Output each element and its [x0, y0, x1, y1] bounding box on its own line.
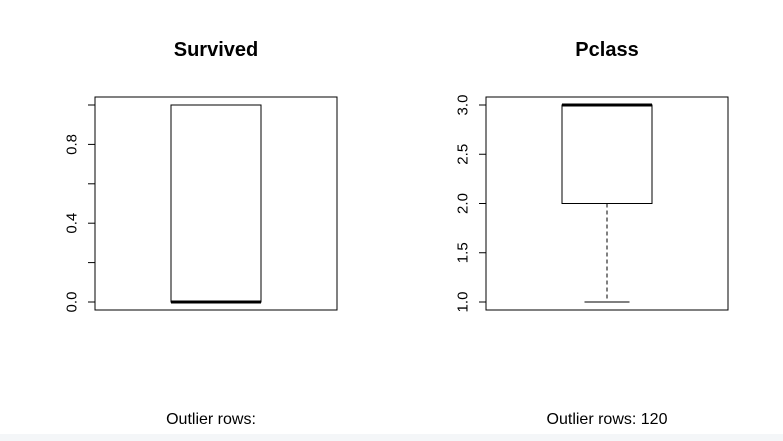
y-tick-label: 2.0	[455, 193, 472, 214]
box-iqr	[561, 104, 653, 204]
chart-title: Pclass	[575, 39, 638, 61]
y-tick-label: 1.5	[455, 242, 472, 263]
chart-title: Survived	[174, 39, 258, 61]
y-tick-label: 0.0	[64, 292, 81, 313]
outlier-rows-caption: Outlier rows:	[166, 411, 256, 428]
y-tick-label: 3.0	[455, 95, 472, 116]
box-iqr	[170, 104, 262, 303]
y-tick-label: 1.0	[455, 292, 472, 313]
plot-frame-box	[94, 96, 338, 311]
y-tick-label: 0.4	[64, 213, 81, 234]
y-tick-label: 0.8	[64, 134, 81, 155]
outlier-rows-caption: Outlier rows: 120	[547, 411, 668, 428]
y-tick-label: 2.5	[455, 144, 472, 165]
